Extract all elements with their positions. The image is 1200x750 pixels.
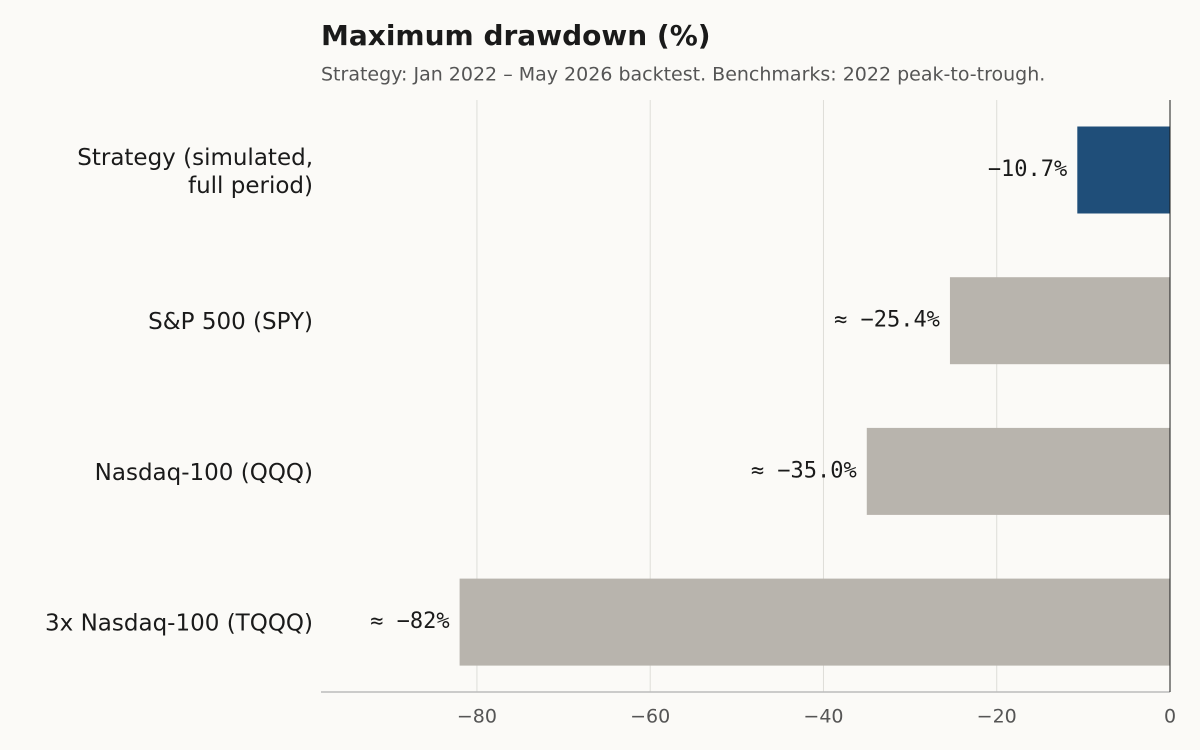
x-tick-label: −40 [803, 706, 843, 728]
value-label: ≈ −82% [370, 609, 449, 634]
x-tick-label: −20 [977, 706, 1017, 728]
x-tick-label: −80 [457, 706, 497, 728]
y-tick-label: 3x Nasdaq-100 (TQQQ) [45, 611, 313, 637]
value-label: ≈ −35.0% [751, 458, 857, 483]
bar [866, 427, 1170, 515]
chart-subtitle: Strategy: Jan 2022 – May 2026 backtest. … [321, 64, 1045, 86]
value-label: −10.7% [988, 157, 1067, 182]
bar [1077, 126, 1170, 214]
bar [949, 277, 1170, 365]
y-tick-label: Nasdaq-100 (QQQ) [95, 460, 313, 486]
bar [459, 578, 1170, 666]
x-tick-label: 0 [1164, 706, 1176, 728]
y-tick-label: Strategy (simulated, full period) [77, 145, 313, 199]
chart-title: Maximum drawdown (%) [321, 19, 711, 52]
x-tick-label: −60 [630, 706, 670, 728]
value-label: ≈ −25.4% [834, 308, 940, 333]
y-tick-label: S&P 500 (SPY) [148, 309, 313, 335]
